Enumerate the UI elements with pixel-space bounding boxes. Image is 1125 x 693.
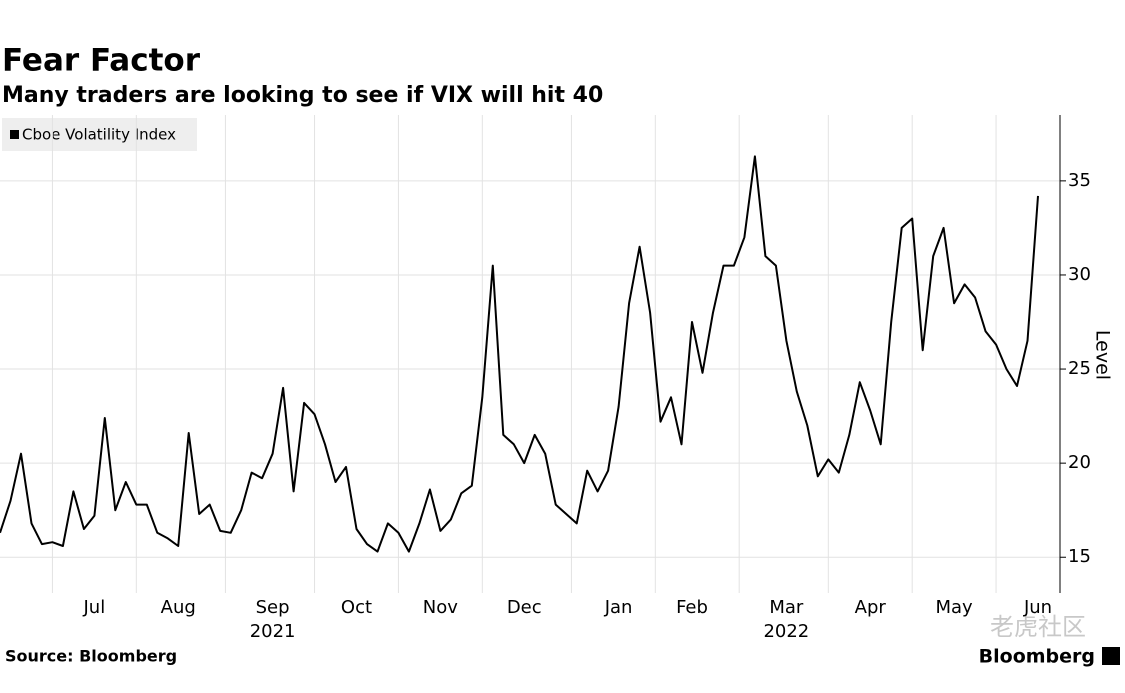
y-tick-label: 15 (1068, 546, 1091, 567)
legend-swatch (10, 130, 19, 139)
x-tick-label: Apr (855, 597, 887, 618)
chart-subtitle: Many traders are looking to see if VIX w… (2, 83, 603, 108)
legend-label: Cboe Volatility Index (22, 126, 176, 144)
x-tick-label: Jul (83, 597, 106, 618)
chart-title: Fear Factor (2, 43, 201, 79)
series-line (0, 155, 1039, 553)
x-tick-label: Oct (341, 597, 372, 618)
x-tick-label: Sep (256, 597, 290, 618)
y-tick-label: 25 (1068, 358, 1091, 379)
x-tick-label: Jun (1023, 597, 1052, 618)
y-axis-label: Level (1092, 330, 1114, 380)
brand: Bloomberg (979, 646, 1095, 668)
source: Source: Bloomberg (5, 647, 177, 666)
x-tick-label: Dec (507, 597, 542, 618)
y-tick-label: 20 (1068, 452, 1091, 473)
brand-icon (1102, 647, 1120, 665)
x-tick-label: Aug (161, 597, 196, 618)
x-tick-label: Feb (676, 597, 708, 618)
legend-box (2, 118, 197, 151)
year-label: 2021 (250, 621, 296, 642)
x-tick-label: Jan (604, 597, 633, 618)
y-tick-label: 30 (1068, 264, 1091, 285)
x-tick-label: May (936, 597, 974, 618)
y-tick-label: 35 (1068, 170, 1091, 191)
x-tick-label: Nov (423, 597, 458, 618)
year-label: 2022 (763, 621, 809, 642)
x-tick-label: Mar (769, 597, 804, 618)
watermark: 老虎社区 (990, 613, 1086, 641)
